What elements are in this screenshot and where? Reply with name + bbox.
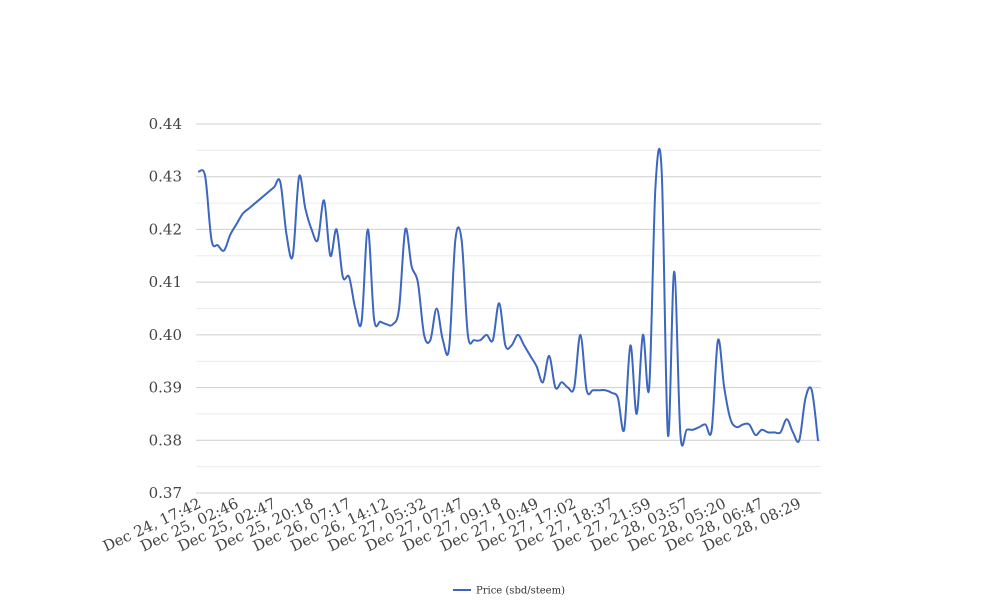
y-tick-label: 0.38: [149, 431, 182, 449]
grid-lines: [196, 123, 821, 494]
legend-label: Price (sbd/steem): [476, 586, 565, 597]
y-tick-label: 0.42: [149, 220, 182, 238]
y-tick-label: 0.37: [149, 484, 182, 502]
y-axis-ticks: 0.37 0.38 0.39 0.40 0.41 0.42 0.43 0.44: [149, 115, 182, 502]
series-line: [198, 147, 819, 447]
series-group: [198, 147, 819, 447]
y-tick-label: 0.40: [149, 326, 182, 344]
y-tick-label: 0.44: [149, 115, 182, 133]
y-tick-label: 0.41: [149, 273, 182, 291]
y-tick-label: 0.39: [149, 379, 182, 397]
y-tick-label: 0.43: [149, 168, 182, 186]
legend: Price (sbd/steem): [453, 586, 565, 597]
